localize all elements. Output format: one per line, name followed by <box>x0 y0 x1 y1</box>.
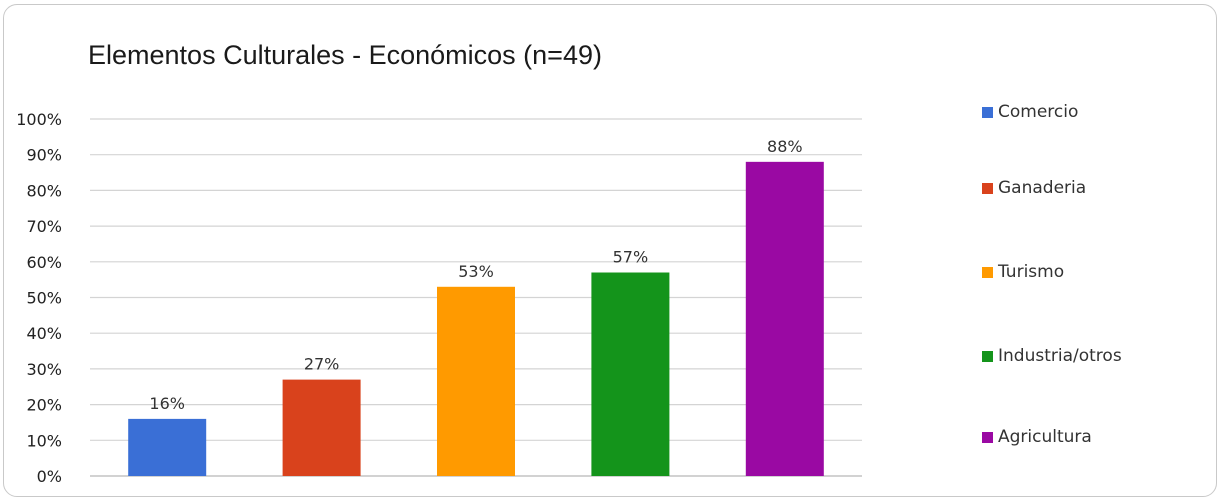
data-label: 88% <box>767 137 803 156</box>
y-tick-label: 50% <box>26 289 62 308</box>
bar-comercio <box>128 418 207 476</box>
bar-turismo <box>437 286 515 476</box>
data-label: 16% <box>149 394 185 413</box>
y-tick-label: 40% <box>26 324 62 343</box>
legend-label: Turismo <box>998 262 1065 282</box>
y-tick-label: 30% <box>26 360 62 379</box>
bars <box>128 161 824 476</box>
legend-item-agricultura: Agricultura <box>982 425 1092 449</box>
legend-item-turismo: Turismo <box>982 260 1064 284</box>
data-labels: 16% 27% 53% 57% 88% <box>149 137 802 413</box>
y-tick-label: 60% <box>26 253 62 272</box>
legend: Comercio Ganaderia Turismo Industria/otros A… <box>982 0 1212 503</box>
data-label: 57% <box>613 248 649 267</box>
legend-swatch <box>982 106 993 118</box>
legend-item-ganaderia: Ganaderia <box>982 176 1086 200</box>
legend-label: Industria/otros <box>998 346 1122 366</box>
legend-swatch <box>982 266 993 278</box>
legend-item-comercio: Comercio <box>982 100 1078 124</box>
bar-industria-otros <box>591 272 670 476</box>
data-label: 27% <box>304 355 340 374</box>
bar-ganaderia <box>282 379 361 476</box>
y-tick-label: 0% <box>37 467 62 486</box>
y-tick-label: 100% <box>16 110 62 129</box>
legend-swatch <box>982 350 993 362</box>
y-axis-ticks: 0% 10% 20% 30% 40% 50% 60% 70% 80% 90% 100% <box>16 110 62 486</box>
y-tick-label: 20% <box>26 396 62 415</box>
legend-swatch <box>982 182 993 194</box>
legend-item-industria-otros: Industria/otros <box>982 344 1122 368</box>
legend-swatch <box>982 431 993 443</box>
legend-label: Agricultura <box>998 427 1092 447</box>
y-tick-label: 80% <box>26 181 62 200</box>
bar-agricultura <box>745 161 824 476</box>
legend-label: Comercio <box>998 102 1079 122</box>
y-tick-label: 90% <box>26 146 62 165</box>
y-tick-label: 70% <box>26 217 62 236</box>
y-tick-label: 10% <box>26 431 62 450</box>
chart-title: Elementos Culturales - Económicos (n=49) <box>88 40 602 70</box>
data-label: 53% <box>458 262 494 281</box>
legend-label: Ganaderia <box>998 178 1087 198</box>
